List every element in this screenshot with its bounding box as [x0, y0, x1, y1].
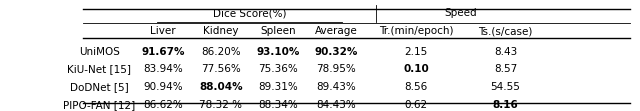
Text: 8.57: 8.57 — [494, 64, 517, 74]
Text: 8.56: 8.56 — [404, 82, 428, 92]
Text: 89.43%: 89.43% — [316, 82, 356, 92]
Text: 86.62%: 86.62% — [143, 100, 183, 110]
Text: Liver: Liver — [150, 26, 176, 36]
Text: Ts.(s/case): Ts.(s/case) — [479, 26, 532, 36]
Text: 78.95%: 78.95% — [316, 64, 356, 74]
Text: 88.04%: 88.04% — [199, 82, 243, 92]
Text: Speed: Speed — [445, 8, 477, 18]
Text: 75.36%: 75.36% — [259, 64, 298, 74]
Text: 89.31%: 89.31% — [259, 82, 298, 92]
Text: Spleen: Spleen — [260, 26, 296, 36]
Text: 83.94%: 83.94% — [143, 64, 183, 74]
Text: Tr.(min/epoch): Tr.(min/epoch) — [379, 26, 453, 36]
Text: PIPO-FAN [12]: PIPO-FAN [12] — [63, 100, 135, 110]
Text: 78.32 %: 78.32 % — [199, 100, 243, 110]
Text: 93.10%: 93.10% — [257, 47, 300, 57]
Text: 77.56%: 77.56% — [201, 64, 241, 74]
Text: KiU-Net [15]: KiU-Net [15] — [67, 64, 131, 74]
Text: Kidney: Kidney — [203, 26, 239, 36]
Text: 84.43%: 84.43% — [316, 100, 356, 110]
Text: 54.55: 54.55 — [491, 82, 520, 92]
Text: 88.34%: 88.34% — [259, 100, 298, 110]
Text: 86.20%: 86.20% — [201, 47, 241, 57]
Text: 90.32%: 90.32% — [314, 47, 358, 57]
Text: 8.16: 8.16 — [493, 100, 518, 110]
Text: 91.67%: 91.67% — [141, 47, 185, 57]
Text: UniMOS: UniMOS — [79, 47, 120, 57]
Text: DoDNet [5]: DoDNet [5] — [70, 82, 129, 92]
Text: Average: Average — [315, 26, 357, 36]
Text: Dice Score(%): Dice Score(%) — [213, 8, 286, 18]
Text: 8.43: 8.43 — [494, 47, 517, 57]
Text: 0.62: 0.62 — [404, 100, 428, 110]
Text: 90.94%: 90.94% — [143, 82, 183, 92]
Text: 0.10: 0.10 — [403, 64, 429, 74]
Text: 2.15: 2.15 — [404, 47, 428, 57]
